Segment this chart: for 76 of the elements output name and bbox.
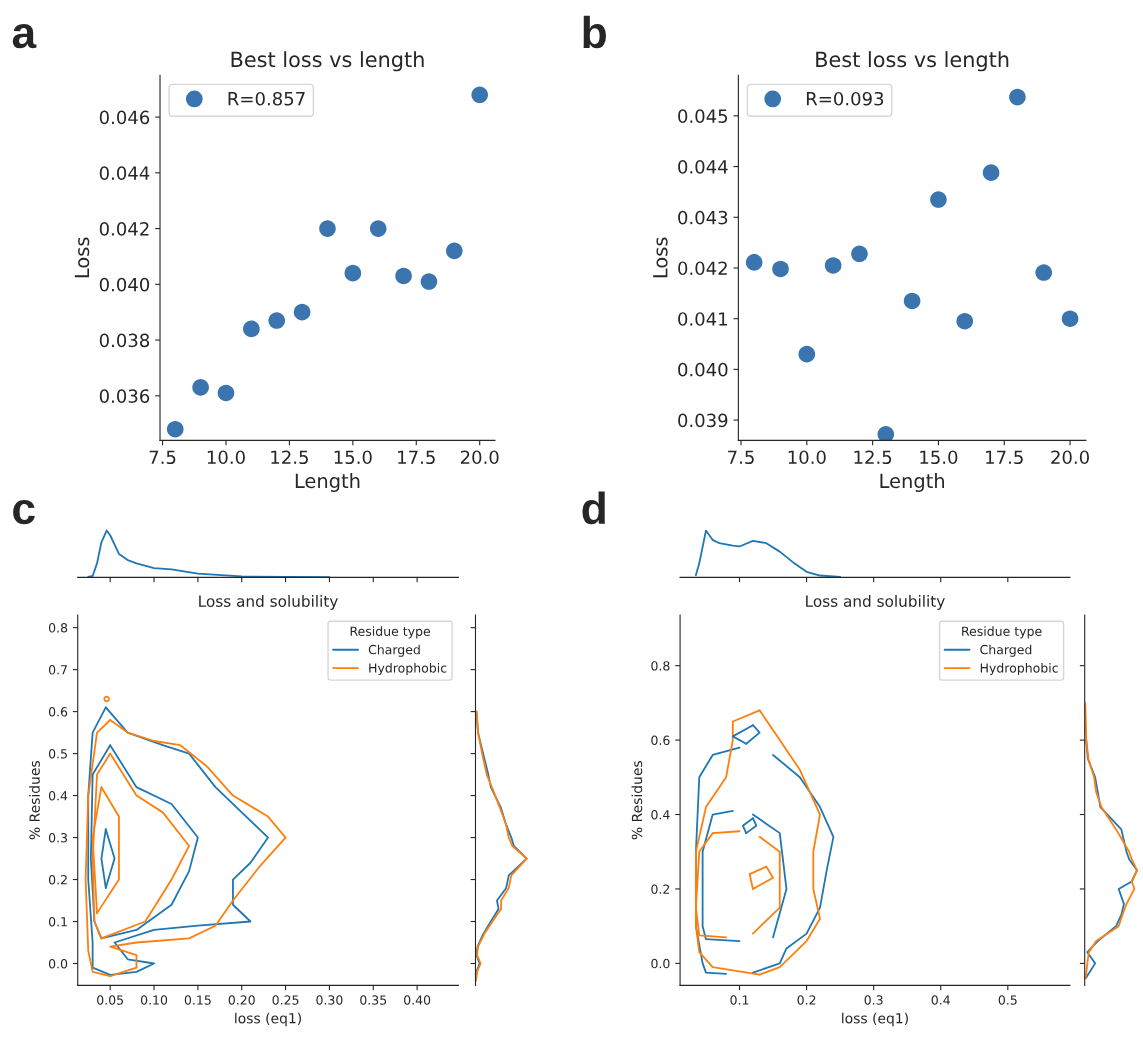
x-tick-label: 0.20 — [228, 995, 255, 1005]
x-tick-label: 10.0 — [788, 450, 826, 465]
legend-label: R=0.857 — [228, 91, 305, 106]
x-axis-title: Length — [880, 473, 944, 492]
x-tick-label: 0.30 — [316, 995, 343, 1005]
y-axis-title: Loss — [653, 237, 668, 278]
legend-label: Hydrophobic — [980, 662, 1058, 676]
legend-title: Residue type — [962, 626, 1042, 639]
legend-title: Residue type — [350, 626, 431, 639]
y-axis-title: % Residues — [631, 761, 643, 840]
x-tick-label: 7.5 — [728, 450, 754, 465]
legend-label: Charged — [980, 644, 1032, 657]
x-tick-label: 0.10 — [140, 995, 168, 1005]
y-tick-label: 0.7 — [48, 665, 67, 675]
y-tick-label: 0.041 — [678, 312, 727, 326]
y-tick-label: 0.042 — [99, 222, 149, 236]
y-tick-label: 0.038 — [99, 333, 150, 348]
text: a — [12, 23, 37, 49]
x-axis-title: loss (eq1) — [235, 1012, 301, 1027]
y-tick-label: 0.044 — [99, 166, 150, 180]
x-tick-label: 0.05 — [97, 995, 123, 1005]
x-tick-label: 12.5 — [271, 450, 308, 465]
x-tick-label: 0.1 — [730, 995, 749, 1005]
y-tick-label: 0.2 — [48, 875, 67, 885]
x-tick-label: 0.15 — [184, 995, 211, 1005]
y-tick-label: 0.036 — [99, 389, 150, 403]
y-tick-label: 0.039 — [678, 413, 728, 428]
legend-label: Hydrophobic — [369, 662, 447, 676]
y-tick-label: 0.040 — [99, 277, 150, 292]
x-tick-label: 0.3 — [864, 995, 883, 1005]
x-tick-label: 10.0 — [207, 450, 245, 465]
x-tick-label: 0.25 — [272, 995, 299, 1005]
y-tick-label: 0.4 — [651, 809, 670, 820]
x-tick-label: 0.35 — [360, 995, 387, 1005]
y-tick-label: 0.040 — [678, 362, 728, 377]
y-tick-label: 0.3 — [48, 833, 67, 843]
x-axis-title: Length — [295, 473, 360, 492]
x-tick-label: 0.2 — [797, 995, 816, 1005]
y-tick-label: 0.045 — [678, 109, 728, 123]
x-tick-label: 7.5 — [149, 450, 176, 465]
y-tick-label: 0.6 — [651, 735, 670, 746]
x-tick-label: 15.0 — [334, 450, 372, 465]
legend-label: R=0.093 — [806, 91, 884, 106]
y-tick-label: 0.042 — [678, 261, 727, 276]
text: c — [13, 499, 35, 525]
y-tick-label: 0.8 — [651, 661, 670, 671]
y-tick-label: 0.6 — [48, 707, 68, 717]
x-tick-label: 17.5 — [986, 450, 1023, 465]
y-tick-label: 0.2 — [651, 884, 670, 894]
x-tick-label: 12.5 — [854, 450, 892, 465]
x-tick-label: 20.0 — [1051, 450, 1089, 465]
chart-title: Best loss vs length — [231, 51, 424, 72]
y-tick-label: 0.0 — [48, 958, 68, 969]
y-tick-label: 0.4 — [48, 791, 68, 801]
chart-title: Best loss vs length — [816, 51, 1009, 72]
y-tick-label: 0.8 — [48, 623, 68, 633]
x-tick-label: 0.5 — [998, 995, 1017, 1005]
chart-title: Loss and solubility — [806, 595, 945, 610]
y-tick-label: 0.044 — [678, 160, 728, 174]
y-tick-label: 0.1 — [48, 916, 67, 927]
text: b — [583, 15, 606, 49]
x-tick-label: 15.0 — [920, 450, 958, 465]
x-tick-label: 20.0 — [460, 450, 499, 465]
y-tick-label: 0.5 — [48, 749, 67, 759]
y-tick-label: 0.046 — [99, 110, 150, 125]
x-tick-label: 0.40 — [404, 995, 431, 1005]
x-axis-title: loss (eq1) — [842, 1012, 908, 1027]
y-axis-title: Loss — [74, 237, 90, 278]
text: d — [582, 491, 605, 525]
y-tick-label: 0.0 — [651, 958, 670, 969]
x-tick-label: 17.5 — [398, 450, 435, 465]
legend-label: Charged — [368, 644, 420, 657]
y-tick-label: 0.043 — [678, 210, 728, 225]
x-tick-label: 0.4 — [931, 995, 950, 1005]
chart-title: Loss and solubility — [199, 595, 338, 610]
y-axis-title: % Residues — [29, 761, 40, 840]
